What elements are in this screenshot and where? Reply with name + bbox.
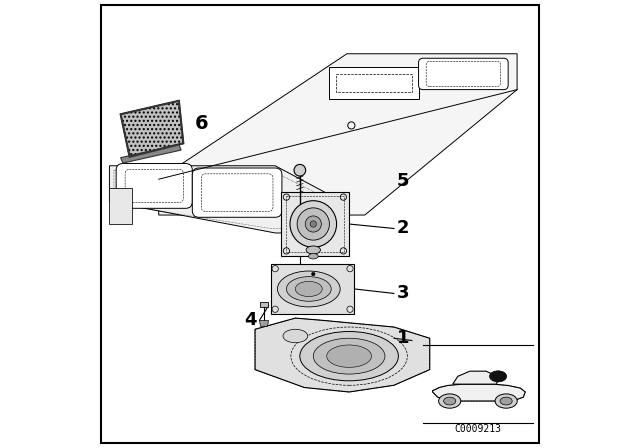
- Ellipse shape: [277, 271, 340, 307]
- Ellipse shape: [314, 338, 385, 374]
- Ellipse shape: [300, 332, 398, 381]
- Text: 6: 6: [195, 114, 208, 133]
- Ellipse shape: [283, 329, 308, 343]
- Circle shape: [310, 221, 316, 227]
- Circle shape: [290, 201, 337, 247]
- Ellipse shape: [327, 345, 371, 367]
- Circle shape: [305, 216, 321, 232]
- FancyBboxPatch shape: [419, 58, 508, 90]
- Polygon shape: [120, 101, 183, 157]
- Ellipse shape: [295, 281, 323, 297]
- Ellipse shape: [306, 246, 321, 254]
- Polygon shape: [159, 54, 517, 215]
- Polygon shape: [271, 264, 355, 314]
- Ellipse shape: [308, 254, 318, 259]
- Circle shape: [297, 208, 330, 240]
- Text: C0009213: C0009213: [454, 424, 501, 434]
- FancyBboxPatch shape: [192, 168, 282, 217]
- Polygon shape: [109, 166, 342, 233]
- Polygon shape: [260, 320, 269, 326]
- Circle shape: [312, 272, 315, 276]
- Ellipse shape: [287, 276, 332, 301]
- Circle shape: [294, 164, 306, 176]
- Polygon shape: [255, 318, 430, 392]
- Polygon shape: [329, 67, 419, 99]
- Polygon shape: [260, 302, 268, 307]
- Text: 3: 3: [397, 284, 409, 302]
- Text: 4: 4: [244, 311, 257, 329]
- FancyBboxPatch shape: [116, 164, 192, 208]
- Polygon shape: [281, 192, 349, 256]
- Polygon shape: [120, 144, 181, 163]
- Text: 2: 2: [397, 220, 409, 237]
- Text: 5: 5: [397, 172, 409, 190]
- Polygon shape: [109, 188, 132, 224]
- Text: 1: 1: [397, 329, 409, 347]
